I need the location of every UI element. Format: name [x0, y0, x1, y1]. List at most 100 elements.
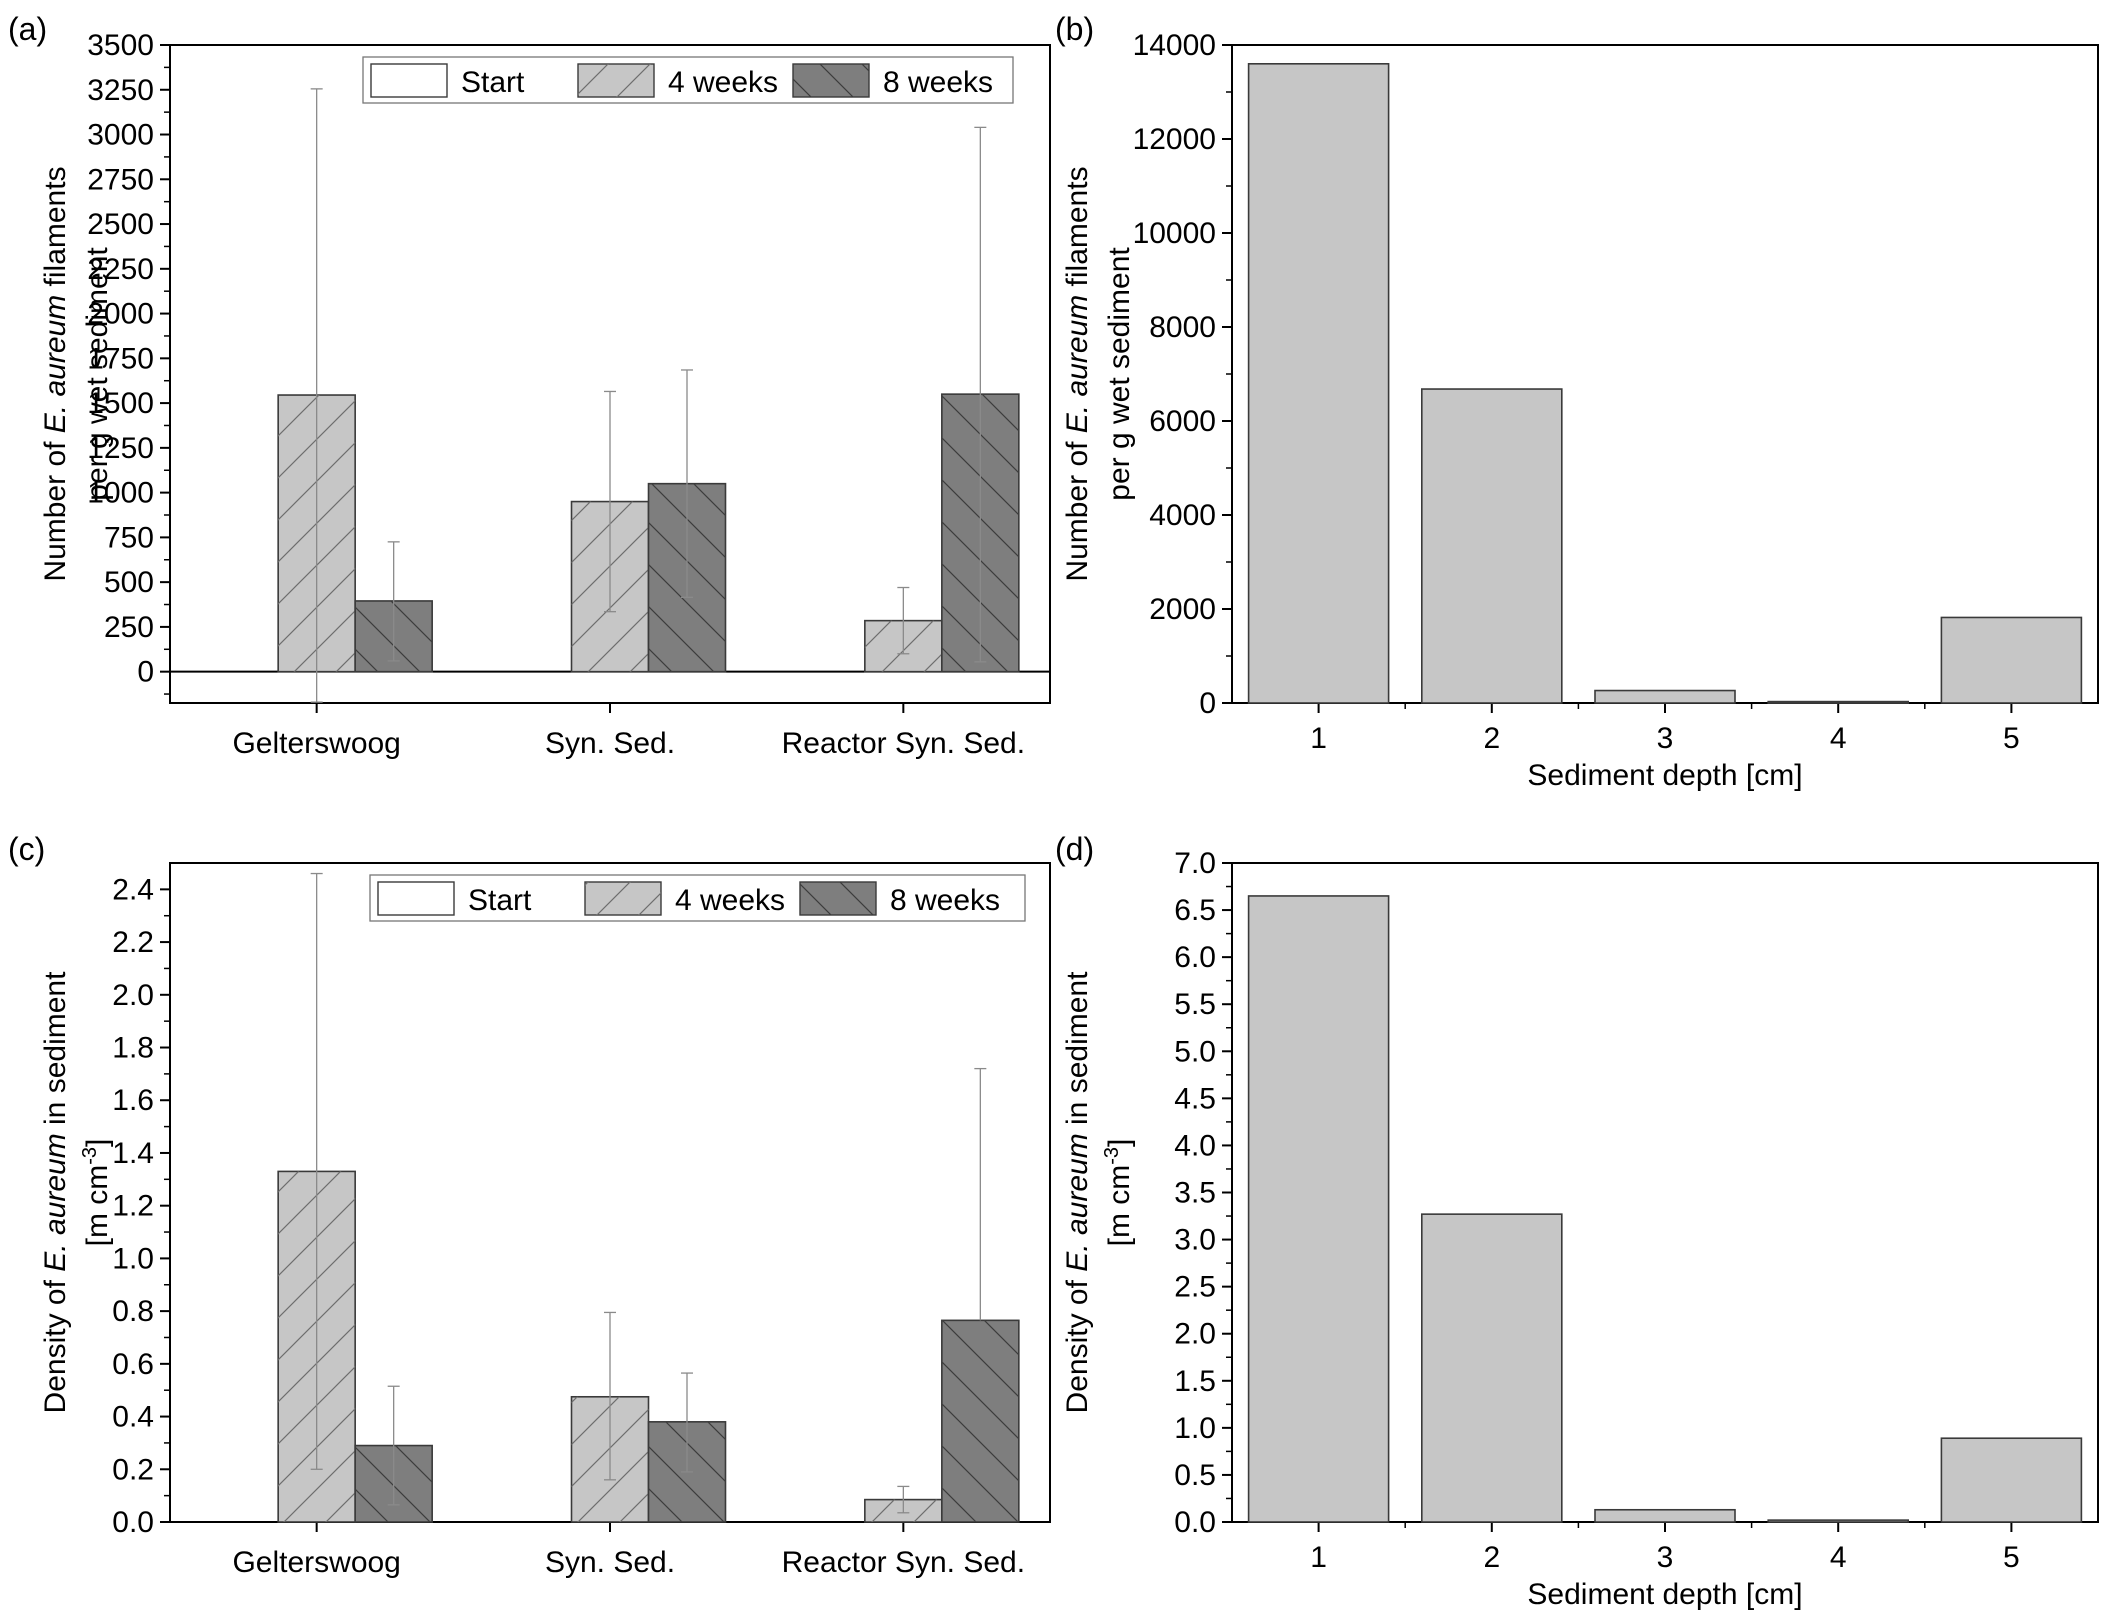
- y-tick-label: 500: [104, 566, 154, 599]
- bar-hatch: [941, 1320, 1019, 1522]
- legend-item-4-weeks: 4 weeks: [577, 63, 778, 99]
- y-tick-label: 3500: [87, 29, 154, 62]
- bar-depth-4: [1767, 1519, 1909, 1523]
- legend-item-start: Start: [377, 881, 532, 917]
- y-tick-label: 7.0: [1174, 847, 1216, 880]
- y-tick-label: 5.0: [1174, 1035, 1216, 1068]
- y-tick-label: 1.4: [112, 1137, 154, 1170]
- y-tick-label: 2250: [87, 253, 154, 286]
- y-tick-label: 1.6: [112, 1084, 154, 1117]
- y-tick-label: 4.5: [1174, 1082, 1216, 1115]
- y-tick-label: 3250: [87, 74, 154, 107]
- legend-label: 4 weeks: [668, 66, 778, 99]
- x-tick-label: Syn. Sed.: [545, 727, 675, 760]
- y-tick-label: 0: [137, 656, 154, 689]
- bar-depth-4: [1767, 700, 1909, 704]
- x-tick-label: 5: [2003, 722, 2020, 755]
- y-tick-label: 2750: [87, 163, 154, 196]
- y-tick-label: 0.4: [112, 1401, 154, 1434]
- y-tick-label: 1250: [87, 432, 154, 465]
- y-tick-label: 1.2: [112, 1190, 154, 1223]
- legend-label: 8 weeks: [883, 66, 993, 99]
- legend-swatch: [377, 881, 455, 916]
- y-tick-label: 0.0: [1174, 1506, 1216, 1539]
- y-tick-label: 3000: [87, 119, 154, 152]
- y-axis-label-line-1: Number of E. aureum filaments: [39, 166, 72, 581]
- x-tick-label: 2: [1483, 722, 1500, 755]
- y-tick-label: 0.0: [112, 1506, 154, 1539]
- legend-label: 8 weeks: [890, 884, 1000, 917]
- bar-depth-3: [1594, 1508, 1736, 1523]
- x-tick-label: 1: [1310, 1541, 1327, 1574]
- bar-depth-2: [1421, 1213, 1563, 1523]
- y-tick-label: 8000: [1149, 311, 1216, 344]
- x-tick-label: Syn. Sed.: [545, 1546, 675, 1579]
- y-tick-label: 12000: [1133, 123, 1216, 156]
- y-tick-label: 2.2: [112, 926, 154, 959]
- legend-item-8-weeks: 8 weeks: [799, 881, 1000, 917]
- legend-swatch-hatch: [793, 64, 869, 97]
- bar-depth-1: [1247, 895, 1390, 1523]
- bar-depth-3: [1594, 689, 1736, 704]
- y-tick-label: 10000: [1133, 217, 1216, 250]
- y-axis-label-line-1: Number of E. aureum filaments: [1061, 166, 1094, 581]
- legend-label: 4 weeks: [675, 884, 785, 917]
- y-tick-label: 2.5: [1174, 1271, 1216, 1304]
- legend: Start 4 weeks 8 weeks: [369, 874, 1026, 922]
- y-tick-label: 3.5: [1174, 1177, 1216, 1210]
- legend: Start 4 weeks 8 weeks: [362, 56, 1014, 104]
- y-tick-label: 2.0: [1174, 1318, 1216, 1351]
- y-tick-label: 1500: [87, 387, 154, 420]
- legend-swatch-hatch: [585, 882, 661, 915]
- y-tick-label: 0.5: [1174, 1459, 1216, 1492]
- y-tick-label: 1.8: [112, 1032, 154, 1065]
- bar-depth-2: [1421, 388, 1563, 704]
- y-tick-label: 0.2: [112, 1453, 154, 1486]
- x-tick-label: 4: [1830, 1541, 1847, 1574]
- panel-a: (a) 0 250 500 750 1000 1250 1500 1750 2000 2250 250…: [8, 11, 1051, 760]
- y-tick-label: 2.4: [112, 873, 154, 906]
- x-tick-label: 3: [1657, 722, 1674, 755]
- y-axis-label-line-2: [m cm-3]: [79, 1139, 114, 1247]
- panel-b: (b) 0 2000 4000 6000 8000 10000 12000 14000 Numbe…: [1055, 11, 2099, 792]
- y-tick-label: 2.0: [112, 979, 154, 1012]
- x-tick-label: 4: [1830, 722, 1847, 755]
- legend-box: [362, 56, 1014, 104]
- legend-item-8-weeks: 8 weeks: [792, 63, 993, 99]
- x-tick-label: 3: [1657, 1541, 1674, 1574]
- x-tick-label: Gelterswoog: [232, 1546, 400, 1579]
- y-tick-label: 0.6: [112, 1348, 154, 1381]
- y-axis-label-line-1: Density of E. aureum in sediment: [39, 971, 72, 1414]
- panel-label: (b): [1055, 11, 1094, 47]
- legend-item-4-weeks: 4 weeks: [584, 881, 785, 917]
- y-tick-label: 6.0: [1174, 941, 1216, 974]
- y-tick-label: 1.0: [112, 1242, 154, 1275]
- y-tick-label: 0.8: [112, 1295, 154, 1328]
- bar-depth-1: [1247, 62, 1390, 704]
- y-axis-label-line-2: [m cm-3]: [1101, 1139, 1136, 1247]
- y-tick-label: 4.0: [1174, 1129, 1216, 1162]
- y-tick-label: 2000: [1149, 593, 1216, 626]
- legend-box: [369, 874, 1026, 922]
- y-tick-label: 6000: [1149, 405, 1216, 438]
- y-tick-label: 0: [1199, 687, 1216, 720]
- panel-d: (d) 0.0 0.5 1.0 1.5 2.0 2.5 3.0 3.5 4.0 4.5 5.0 5.5 6…: [1055, 831, 2099, 1611]
- panel-label: (d): [1055, 831, 1094, 867]
- y-tick-label: 5.5: [1174, 988, 1216, 1021]
- x-tick-label: 2: [1483, 1541, 1500, 1574]
- y-tick-label: 2000: [87, 298, 154, 331]
- x-tick-label: Reactor Syn. Sed.: [782, 727, 1025, 760]
- bar-depth-5: [1940, 1437, 2083, 1523]
- x-tick-label: 1: [1310, 722, 1327, 755]
- x-tick-label: 5: [2003, 1541, 2020, 1574]
- bar-depth-5: [1940, 616, 2083, 704]
- y-axis-label-line-2: per g wet sediment: [1103, 247, 1136, 501]
- legend-swatch: [370, 63, 448, 98]
- y-tick-label: 250: [104, 611, 154, 644]
- y-tick-label: 1.0: [1174, 1412, 1216, 1445]
- y-tick-label: 1.5: [1174, 1365, 1216, 1398]
- x-tick-label: Gelterswoog: [232, 727, 400, 760]
- y-tick-label: 1750: [87, 342, 154, 375]
- panel-c: (c) 0.0 0.2 0.4 0.6 0.8 1.0 1.2 1.4 1.6 1.8 2.0 2.2 2…: [8, 831, 1051, 1579]
